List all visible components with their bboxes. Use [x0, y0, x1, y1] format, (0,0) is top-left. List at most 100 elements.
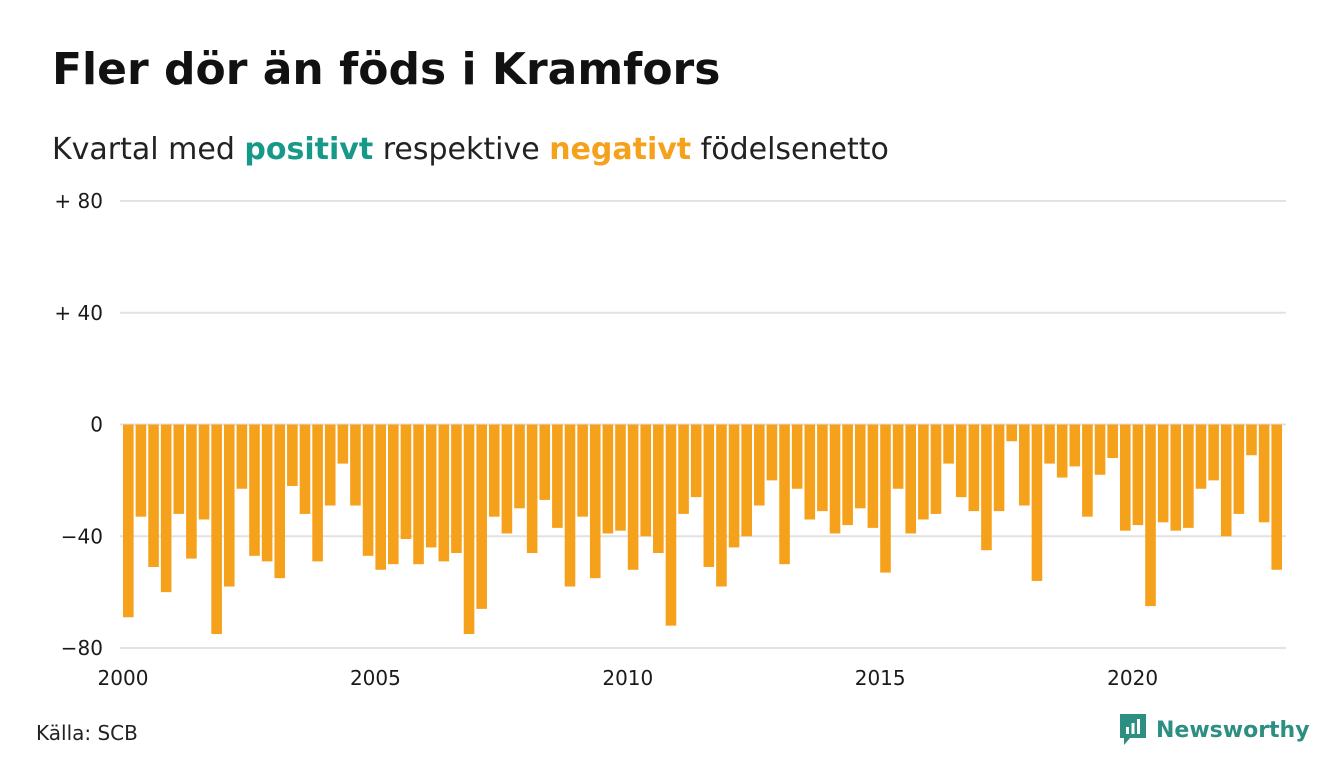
- y-tick-label: + 80: [54, 189, 103, 213]
- bar: [1094, 424, 1106, 475]
- bar: [653, 424, 664, 554]
- bar: [955, 424, 967, 498]
- bar: [564, 424, 576, 587]
- bars: [123, 424, 1283, 635]
- bar: [552, 424, 563, 528]
- bar: [1170, 424, 1182, 531]
- bar: [287, 424, 298, 486]
- bar: [716, 424, 727, 587]
- chart-title: Fler dör än föds i Kramfors: [52, 44, 721, 95]
- bar: [779, 424, 790, 565]
- bar: [968, 424, 980, 512]
- bar: [892, 424, 904, 489]
- x-tick-label: 2000: [98, 666, 149, 690]
- bar: [817, 424, 828, 512]
- bar: [1246, 424, 1257, 456]
- subtitle-positive-label: positivt: [244, 132, 374, 167]
- bar: [223, 424, 235, 587]
- bar: [1132, 424, 1144, 526]
- bar: [1258, 424, 1270, 523]
- bar: [123, 424, 134, 618]
- bar: [274, 424, 286, 579]
- bar: [501, 424, 513, 534]
- bar: [324, 424, 336, 506]
- x-tick-label: 2010: [602, 666, 653, 690]
- bar: [388, 424, 399, 565]
- y-axis-labels: + 80 + 40 0 −40 −80: [54, 189, 103, 660]
- bar: [1082, 424, 1093, 517]
- bar: [905, 424, 917, 534]
- bar: [754, 424, 765, 506]
- bar: [1044, 424, 1055, 464]
- bar: [690, 424, 702, 498]
- bar: [476, 424, 487, 609]
- bar: [1006, 424, 1017, 442]
- bar: [1233, 424, 1245, 514]
- bar: [703, 424, 715, 567]
- bar: [425, 424, 437, 548]
- y-tick-label: 0: [90, 413, 103, 437]
- bar: [741, 424, 752, 537]
- chart-subtitle: Kvartal med positivt respektive negativt…: [52, 128, 889, 172]
- bar: [539, 424, 551, 500]
- bar: [615, 424, 626, 531]
- subtitle-text-3: födelsenetto: [691, 132, 889, 167]
- bar: [640, 424, 652, 537]
- bar: [463, 424, 475, 635]
- source-note: Källa: SCB: [36, 721, 138, 745]
- bar: [627, 424, 639, 570]
- bar: [602, 424, 614, 534]
- bar: [880, 424, 891, 573]
- y-tick-label: −80: [61, 636, 103, 660]
- newsworthy-logo: Newsworthy: [1118, 712, 1310, 748]
- bar: [993, 424, 1005, 512]
- subtitle-negative-label: negativt: [549, 132, 692, 167]
- bar: [1056, 424, 1068, 478]
- bar: [1271, 424, 1283, 570]
- bar: [930, 424, 942, 514]
- bar: [375, 424, 386, 570]
- x-axis-labels: 2000 2005 2010 2015 2020: [98, 666, 1159, 690]
- bar: [173, 424, 185, 514]
- bar: [589, 424, 601, 579]
- y-tick-label: + 40: [54, 301, 103, 325]
- bar: [148, 424, 159, 567]
- bar: [943, 424, 954, 464]
- bar: [1195, 424, 1207, 489]
- bar: [728, 424, 740, 548]
- bar: [514, 424, 525, 509]
- bar: [160, 424, 172, 593]
- bar: [451, 424, 462, 554]
- bar: [526, 424, 538, 554]
- bar: [1145, 424, 1156, 607]
- bar: [1183, 424, 1194, 528]
- bar: [577, 424, 588, 517]
- x-tick-label: 2020: [1107, 666, 1158, 690]
- bar: [362, 424, 374, 556]
- bar: [236, 424, 248, 489]
- bar: [211, 424, 222, 635]
- newsworthy-logo-text: Newsworthy: [1156, 717, 1310, 743]
- bar: [1119, 424, 1131, 531]
- bar: [867, 424, 879, 528]
- bar: [1069, 424, 1081, 467]
- bar: [804, 424, 816, 520]
- bar: [337, 424, 349, 464]
- bar: [413, 424, 424, 565]
- bar: [766, 424, 778, 481]
- bar: [249, 424, 260, 556]
- bar: [1157, 424, 1169, 523]
- bar: [665, 424, 677, 626]
- bar: [261, 424, 273, 562]
- bar: [678, 424, 689, 514]
- bar: [1220, 424, 1232, 537]
- x-tick-label: 2015: [855, 666, 906, 690]
- bar: [918, 424, 929, 520]
- bar: [829, 424, 841, 534]
- bar: [400, 424, 412, 540]
- bar: [438, 424, 450, 562]
- bar: [791, 424, 803, 489]
- bar: [488, 424, 500, 517]
- bar: [1031, 424, 1043, 581]
